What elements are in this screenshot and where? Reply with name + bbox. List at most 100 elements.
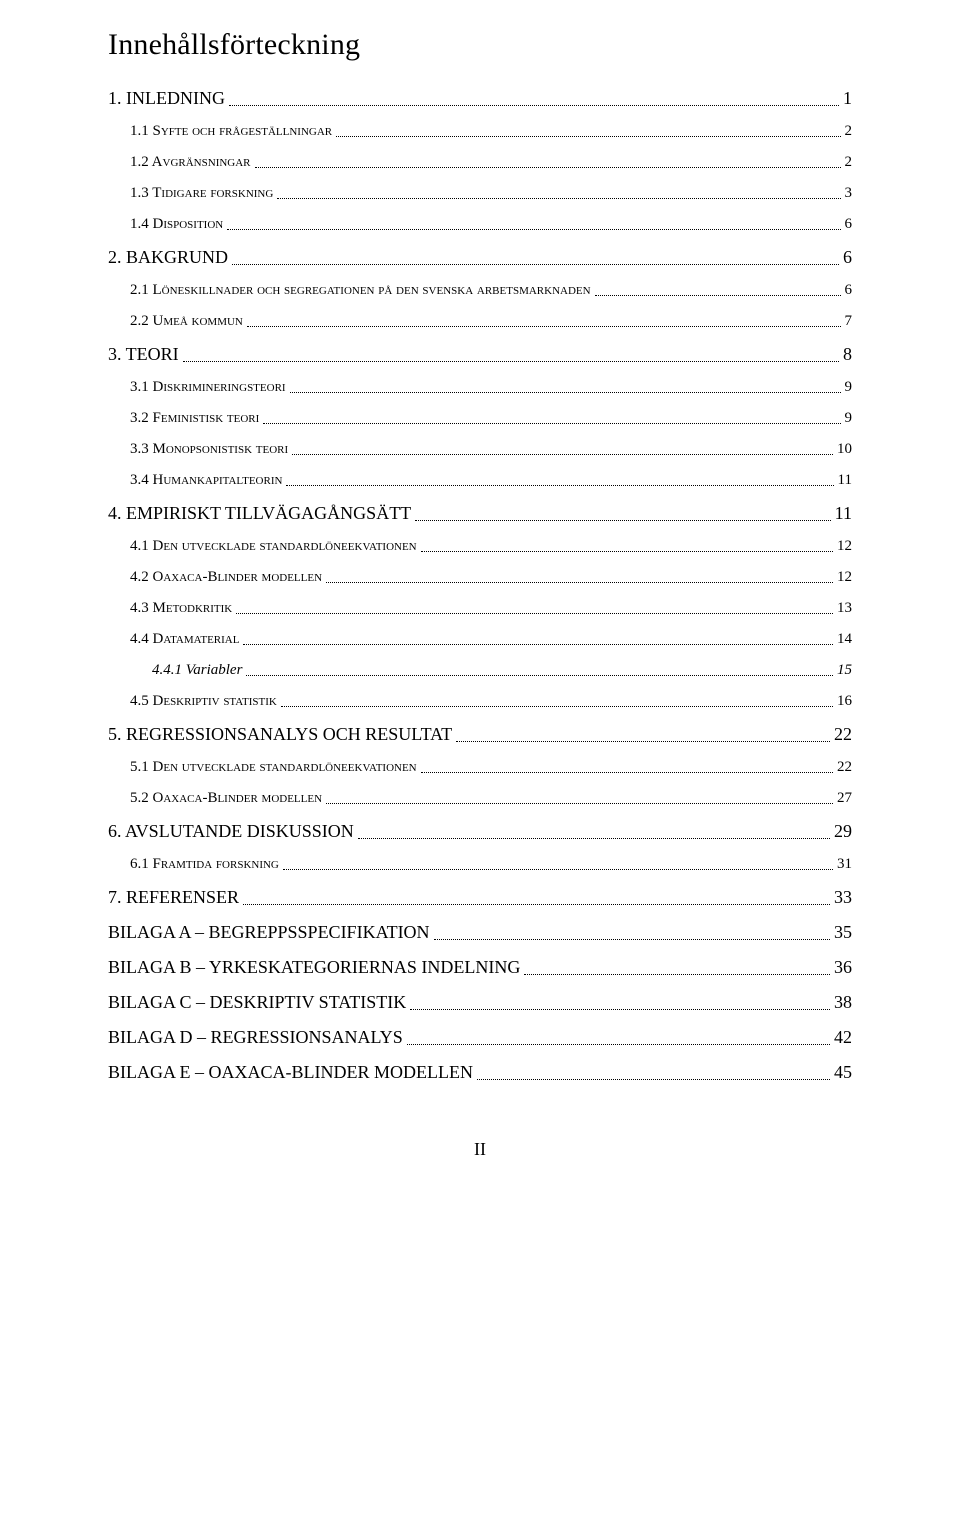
toc-entry-label: 3.2 Feministisk teori	[130, 410, 259, 427]
toc-leader	[415, 510, 830, 521]
toc-leader	[229, 95, 839, 106]
toc-leader	[236, 605, 833, 614]
toc-leader	[326, 795, 833, 804]
toc-leader	[281, 698, 833, 707]
toc-entry: 4.2 Oaxaca-Blinder modellen 12	[108, 569, 852, 586]
toc-leader	[183, 351, 839, 362]
toc-entry-page: 11	[835, 503, 852, 524]
toc-entry-page: 35	[834, 922, 852, 943]
toc-leader	[326, 574, 833, 583]
toc-entry-page: 6	[845, 282, 853, 299]
toc-leader	[595, 287, 841, 296]
toc-entry-label: BILAGA D – REGRESSIONSANALYS	[108, 1027, 403, 1048]
toc-entry: 4.3 Metodkritik 13	[108, 600, 852, 617]
toc-entry: 1. INLEDNING 1	[108, 88, 852, 109]
toc-leader	[477, 1069, 830, 1080]
toc-entry-label: BILAGA A – BEGREPPSSPECIFIKATION	[108, 922, 430, 943]
toc-leader	[358, 828, 830, 839]
toc-entry: 4.4 Datamaterial 14	[108, 631, 852, 648]
toc-leader	[456, 731, 830, 742]
toc-title: Innehållsförteckning	[108, 28, 852, 62]
toc-entry-label: 3. TEORI	[108, 344, 179, 365]
toc-entry-label: 3.1 Diskrimineringsteori	[130, 379, 286, 396]
toc-entry-page: 14	[837, 631, 852, 648]
toc-entry-label: 1.2 Avgränsningar	[130, 154, 251, 171]
toc-entry-label: 1.3 Tidigare forskning	[130, 185, 273, 202]
toc-leader	[524, 964, 830, 975]
toc-entry: BILAGA D – REGRESSIONSANALYS 42	[108, 1027, 852, 1048]
toc-leader	[286, 477, 833, 486]
toc-entry-label: 3.3 Monopsonistisk teori	[130, 441, 288, 458]
toc-entry: 1.2 Avgränsningar 2	[108, 154, 852, 171]
toc-entry: 2. BAKGRUND 6	[108, 247, 852, 268]
toc-entry: 6.1 Framtida forskning 31	[108, 856, 852, 873]
toc-leader	[255, 159, 841, 168]
toc-entry-label: 6.1 Framtida forskning	[130, 856, 279, 873]
toc-entry: 6. AVSLUTANDE DISKUSSION 29	[108, 821, 852, 842]
toc-entry-label: 4.3 Metodkritik	[130, 600, 232, 617]
toc-leader	[277, 190, 840, 199]
toc-entry-page: 15	[837, 662, 852, 679]
toc-entry-label: 1.1 Syfte och frågeställningar	[130, 123, 332, 140]
toc-entry-page: 12	[837, 538, 852, 555]
toc-leader	[421, 764, 833, 773]
toc-entry: 5. REGRESSIONSANALYS OCH RESULTAT 22	[108, 724, 852, 745]
toc-entry-label: 4. EMPIRISKT TILLVÄGAGÅNGSÄTT	[108, 503, 411, 524]
toc-entry: 7. REFERENSER 33	[108, 887, 852, 908]
toc-entry-label: BILAGA B – YRKESKATEGORIERNAS INDELNING	[108, 957, 520, 978]
toc-entry-label: 4.4 Datamaterial	[130, 631, 239, 648]
toc-entry-page: 22	[834, 724, 852, 745]
toc-entry-page: 36	[834, 957, 852, 978]
toc-entry-label: 1. INLEDNING	[108, 88, 225, 109]
toc-entry-page: 45	[834, 1062, 852, 1083]
toc-entry-label: 5. REGRESSIONSANALYS OCH RESULTAT	[108, 724, 452, 745]
toc-entry: 4.1 Den utvecklade standardlöneekvatione…	[108, 538, 852, 555]
toc-leader	[246, 667, 833, 676]
toc-entry: 4.5 Deskriptiv statistik 16	[108, 693, 852, 710]
toc-entry: 1.4 Disposition 6	[108, 216, 852, 233]
toc-entry: 4.4.1 Variabler 15	[108, 662, 852, 679]
toc-entry-page: 27	[837, 790, 852, 807]
toc-entry-label: 4.4.1 Variabler	[152, 662, 242, 679]
toc-entry-page: 7	[845, 313, 853, 330]
toc-entry-page: 3	[845, 185, 853, 202]
toc-entry-label: BILAGA E – OAXACA-BLINDER MODELLEN	[108, 1062, 473, 1083]
toc-entry-label: 2.2 Umeå kommun	[130, 313, 243, 330]
toc-entry-label: 5.2 Oaxaca-Blinder modellen	[130, 790, 322, 807]
toc-entry-label: 4.5 Deskriptiv statistik	[130, 693, 277, 710]
toc-leader	[232, 254, 839, 265]
toc-entry-label: 6. AVSLUTANDE DISKUSSION	[108, 821, 354, 842]
toc-entry: 5.1 Den utvecklade standardlöneekvatione…	[108, 759, 852, 776]
toc-entry: 2.2 Umeå kommun 7	[108, 313, 852, 330]
toc-entry-page: 13	[837, 600, 852, 617]
toc-leader	[227, 221, 840, 230]
toc-entry: 3. TEORI 8	[108, 344, 852, 365]
toc-entry: 1.1 Syfte och frågeställningar 2	[108, 123, 852, 140]
toc-leader	[290, 384, 841, 393]
toc-entry-page: 10	[837, 441, 852, 458]
toc-entry: BILAGA B – YRKESKATEGORIERNAS INDELNING …	[108, 957, 852, 978]
toc-leader	[247, 318, 841, 327]
toc-entry-page: 9	[845, 379, 853, 396]
toc-entry-label: BILAGA C – DESKRIPTIV STATISTIK	[108, 992, 406, 1013]
toc-entry-label: 2.1 Löneskillnader och segregationen på …	[130, 282, 591, 299]
toc-entry-page: 2	[845, 123, 853, 140]
toc-entry-page: 1	[843, 88, 852, 109]
toc-entry-page: 38	[834, 992, 852, 1013]
toc-leader	[263, 415, 840, 424]
toc-leader	[407, 1034, 830, 1045]
toc-entry: BILAGA E – OAXACA-BLINDER MODELLEN 45	[108, 1062, 852, 1083]
toc-entry-page: 31	[837, 856, 852, 873]
toc-entry-page: 2	[845, 154, 853, 171]
toc-entry-label: 5.1 Den utvecklade standardlöneekvatione…	[130, 759, 417, 776]
toc-entry-page: 9	[845, 410, 853, 427]
toc-entry-page: 29	[834, 821, 852, 842]
toc-entry: 2.1 Löneskillnader och segregationen på …	[108, 282, 852, 299]
toc-entry-page: 22	[837, 759, 852, 776]
toc-entry-label: 1.4 Disposition	[130, 216, 223, 233]
page-number: II	[108, 1139, 852, 1160]
toc-leader	[336, 128, 840, 137]
toc-entry: 1.3 Tidigare forskning 3	[108, 185, 852, 202]
toc-leader	[283, 861, 833, 870]
toc-entry-page: 8	[843, 344, 852, 365]
